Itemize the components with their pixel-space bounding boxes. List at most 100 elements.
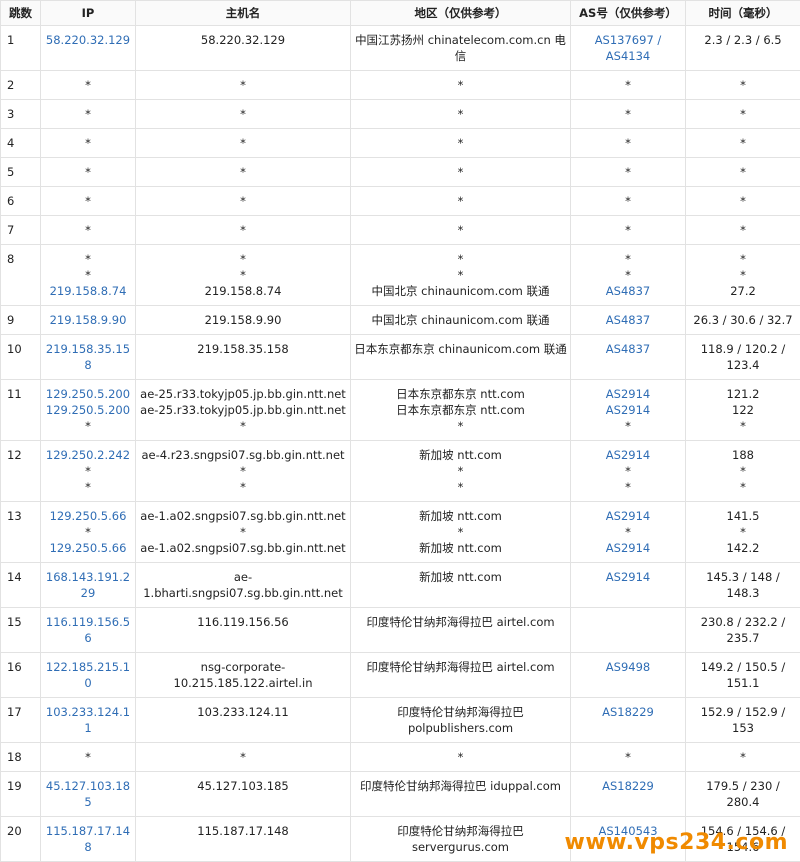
host-line: * bbox=[139, 193, 347, 209]
time-line: 149.2 / 150.5 / 151.1 bbox=[689, 659, 797, 691]
region-line: 日本东京都东京 ntt.com bbox=[354, 386, 567, 402]
region-line: 印度特伦甘纳邦海得拉巴 polpublishers.com bbox=[354, 704, 567, 736]
region-line: 中国江苏扬州 chinatelecom.com.cn 电信 bbox=[354, 32, 567, 64]
ip-cell: * bbox=[41, 216, 136, 245]
ip-line[interactable]: 58.220.32.129 bbox=[44, 32, 132, 48]
host-cell: * bbox=[136, 100, 351, 129]
hop-row: 8**219.158.8.74**219.158.8.74**中国北京 chin… bbox=[1, 245, 800, 306]
as-line[interactable]: AS2914 bbox=[574, 386, 682, 402]
host-line: * bbox=[139, 106, 347, 122]
as-line[interactable]: AS4837 bbox=[574, 283, 682, 299]
time-line: 188 bbox=[689, 447, 797, 463]
region-cell: 新加坡 ntt.com** bbox=[351, 441, 571, 502]
as-cell: * bbox=[571, 71, 686, 100]
ip-line[interactable]: 103.233.124.11 bbox=[44, 704, 132, 736]
ip-line[interactable]: 129.250.5.66 bbox=[44, 540, 132, 556]
region-cell: 新加坡 ntt.com bbox=[351, 563, 571, 608]
as-line[interactable]: AS4837 bbox=[574, 341, 682, 357]
ip-line[interactable]: 115.187.17.148 bbox=[44, 823, 132, 855]
time-line: 179.5 / 230 / 280.4 bbox=[689, 778, 797, 810]
host-line: * bbox=[139, 251, 347, 267]
ip-line[interactable]: 219.158.35.158 bbox=[44, 341, 132, 373]
ip-line: * bbox=[44, 164, 132, 180]
region-cell: * bbox=[351, 158, 571, 187]
as-line[interactable]: AS2914 bbox=[574, 508, 682, 524]
as-line[interactable]: AS2914 bbox=[574, 540, 682, 556]
time-line: * bbox=[689, 479, 797, 495]
as-cell: * bbox=[571, 129, 686, 158]
host-line: * bbox=[139, 749, 347, 765]
as-line: * bbox=[574, 135, 682, 151]
host-line: * bbox=[139, 222, 347, 238]
as-line[interactable]: AS18229 bbox=[574, 704, 682, 720]
host-line: ae-25.r33.tokyjp05.jp.bb.gin.ntt.net bbox=[139, 386, 347, 402]
as-line: * bbox=[574, 479, 682, 495]
region-line: 日本东京都东京 chinaunicom.com 联通 bbox=[354, 341, 567, 357]
ip-line[interactable]: 129.250.5.200 bbox=[44, 402, 132, 418]
hop-number: 17 bbox=[1, 698, 41, 743]
time-line: * bbox=[689, 135, 797, 151]
region-line: * bbox=[354, 106, 567, 122]
ip-line[interactable]: 116.119.156.56 bbox=[44, 614, 132, 646]
host-line: ae-1.a02.sngpsi07.sg.bb.gin.ntt.net bbox=[139, 540, 347, 556]
ip-line[interactable]: 45.127.103.185 bbox=[44, 778, 132, 810]
ip-line[interactable]: 168.143.191.229 bbox=[44, 569, 132, 601]
as-cell: AS18229 bbox=[571, 772, 686, 817]
host-line: * bbox=[139, 479, 347, 495]
as-line[interactable]: AS137697 / AS4134 bbox=[574, 32, 682, 64]
hop-row: 7***** bbox=[1, 216, 800, 245]
time-line: 141.5 bbox=[689, 508, 797, 524]
column-header: IP bbox=[41, 1, 136, 26]
as-line: * bbox=[574, 418, 682, 434]
host-line: * bbox=[139, 418, 347, 434]
as-line[interactable]: AS2914 bbox=[574, 569, 682, 585]
ip-line[interactable]: 129.250.5.200 bbox=[44, 386, 132, 402]
region-line: * bbox=[354, 164, 567, 180]
as-line[interactable]: AS2914 bbox=[574, 402, 682, 418]
region-cell: * bbox=[351, 743, 571, 772]
ip-line[interactable]: 219.158.9.90 bbox=[44, 312, 132, 328]
host-cell: 116.119.156.56 bbox=[136, 608, 351, 653]
ip-line[interactable]: 122.185.215.10 bbox=[44, 659, 132, 691]
host-line: 116.119.156.56 bbox=[139, 614, 347, 630]
as-line[interactable]: AS9498 bbox=[574, 659, 682, 675]
region-line: 印度特伦甘纳邦海得拉巴 airtel.com bbox=[354, 659, 567, 675]
host-line: ae-1.bharti.sngpsi07.sg.bb.gin.ntt.net bbox=[139, 569, 347, 601]
as-cell: * bbox=[571, 743, 686, 772]
time-line: * bbox=[689, 106, 797, 122]
time-cell: 141.5*142.2 bbox=[686, 502, 800, 563]
hop-number: 14 bbox=[1, 563, 41, 608]
ip-line[interactable]: 129.250.5.66 bbox=[44, 508, 132, 524]
as-line[interactable]: AS2914 bbox=[574, 447, 682, 463]
region-line: 印度特伦甘纳邦海得拉巴 iduppal.com bbox=[354, 778, 567, 794]
hop-row: 2***** bbox=[1, 71, 800, 100]
hop-number: 19 bbox=[1, 772, 41, 817]
region-cell: 印度特伦甘纳邦海得拉巴 polpublishers.com bbox=[351, 698, 571, 743]
host-line: 45.127.103.185 bbox=[139, 778, 347, 794]
time-cell: * bbox=[686, 187, 800, 216]
ip-line[interactable]: 219.158.8.74 bbox=[44, 283, 132, 299]
as-cell: AS9498 bbox=[571, 653, 686, 698]
ip-cell: 219.158.9.90 bbox=[41, 306, 136, 335]
ip-line: * bbox=[44, 222, 132, 238]
ip-cell: * bbox=[41, 71, 136, 100]
hop-row: 6***** bbox=[1, 187, 800, 216]
time-line: * bbox=[689, 193, 797, 209]
as-line[interactable]: AS4837 bbox=[574, 312, 682, 328]
as-line[interactable]: AS18229 bbox=[574, 778, 682, 794]
time-line: 142.2 bbox=[689, 540, 797, 556]
ip-line[interactable]: 129.250.2.242 bbox=[44, 447, 132, 463]
as-line: * bbox=[574, 77, 682, 93]
hop-number: 6 bbox=[1, 187, 41, 216]
region-line: * bbox=[354, 135, 567, 151]
ip-cell: 129.250.5.66*129.250.5.66 bbox=[41, 502, 136, 563]
